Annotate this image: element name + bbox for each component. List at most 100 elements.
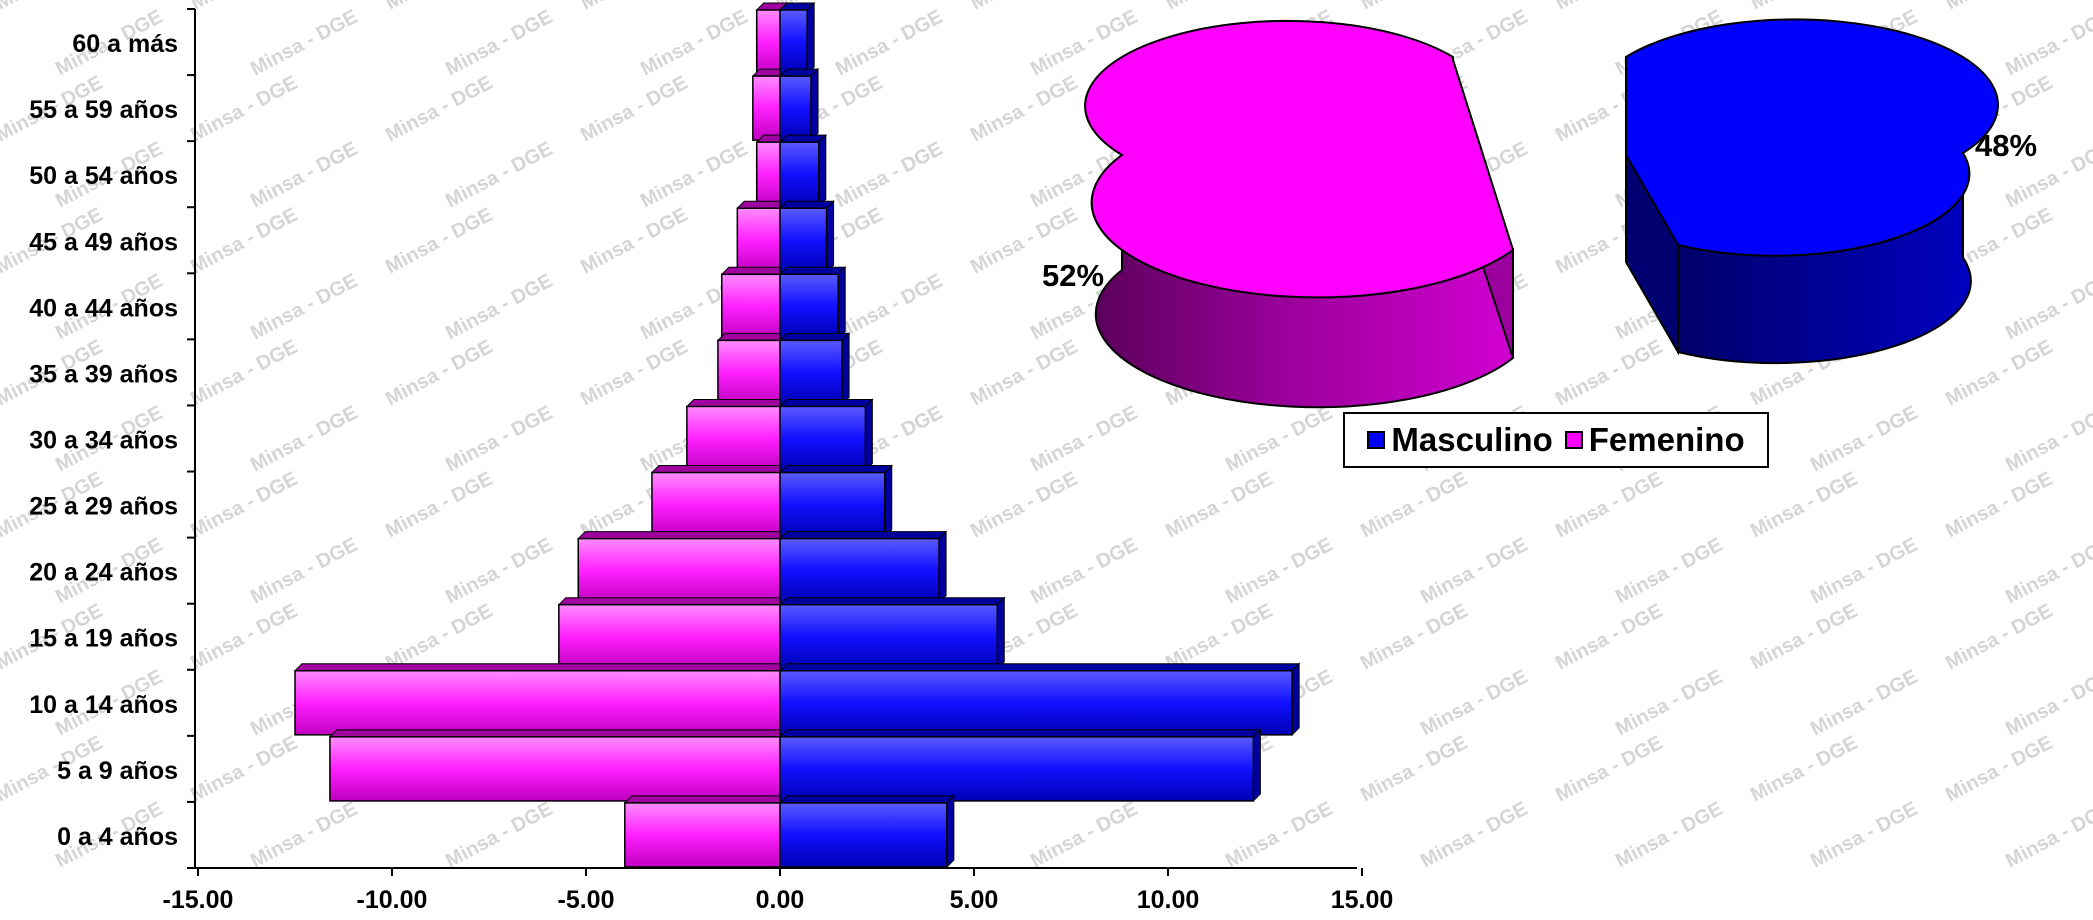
watermark-text: Minsa - DGE: [1357, 732, 1471, 807]
watermark-text: Minsa - DGE: [637, 138, 751, 213]
population-pyramid: 0 a 4 años 5 a 9 años 10 a 14 años 15 a 19 …: [29, 1, 1393, 914]
watermark-text: Minsa - DGE: [1552, 468, 1666, 543]
watermark-text: Minsa - DGE: [187, 468, 301, 543]
pie-label-femenino: 52%: [1042, 258, 1104, 293]
x-tick-label: -5.00: [558, 886, 615, 914]
pie-slice-femenino: [1084, 19, 1515, 299]
watermark-text: Minsa - DGE: [187, 600, 301, 675]
watermark-text: Minsa - DGE: [187, 732, 301, 807]
watermark-text: Minsa - DGE: [1612, 534, 1726, 609]
legend-swatch-femenino: [1564, 431, 1583, 449]
watermark-text: Minsa - DGE: [1357, 600, 1471, 675]
watermark-text: Minsa - DGE: [187, 0, 301, 14]
y-tick-label: 5 a 9 años: [57, 757, 178, 785]
y-tick-label: 60 a más: [72, 30, 178, 58]
watermark-text: Minsa - DGE: [832, 6, 946, 81]
watermark-text: Minsa - DGE: [442, 270, 556, 345]
bar-femenino: [577, 530, 789, 604]
y-tick-label: 10 a 14 años: [29, 691, 178, 719]
watermark-text: Minsa - DGE: [1747, 0, 1861, 14]
watermark-text: Minsa - DGE: [577, 204, 691, 279]
bar-femenino: [650, 464, 789, 538]
legend-item-masculino: Masculino: [1367, 421, 1553, 459]
watermark-text: Minsa - DGE: [2002, 6, 2093, 81]
legend-label-femenino: Femenino: [1588, 421, 1745, 458]
watermark-text: Minsa - DGE: [1552, 336, 1666, 411]
watermark-text: Minsa - DGE: [577, 336, 691, 411]
gender-pie: 48% 52%: [1042, 18, 2037, 409]
watermark-text: Minsa - DGE: [1222, 798, 1336, 873]
watermark-text: Minsa - DGE: [187, 72, 301, 147]
watermark-text: Minsa - DGE: [577, 72, 691, 147]
bar-masculino: [778, 464, 893, 538]
watermark-text: Minsa - DGE: [382, 72, 496, 147]
watermark-text: Minsa - DGE: [1942, 468, 2056, 543]
y-tick-label: 30 a 34 años: [29, 427, 178, 455]
y-tick-label: 0 a 4 años: [57, 823, 178, 851]
watermark-text: Minsa - DGE: [1357, 0, 1471, 14]
watermark-text: Minsa - DGE: [1027, 402, 1141, 477]
watermark-text: Minsa - DGE: [247, 270, 361, 345]
bar-masculino: [778, 530, 948, 604]
watermark-text: Minsa - DGE: [2002, 798, 2093, 873]
watermark-text: Minsa - DGE: [1807, 666, 1921, 741]
y-tick-label: 35 a 39 años: [29, 360, 178, 388]
watermark-text: Minsa - DGE: [1027, 534, 1141, 609]
watermark-text: Minsa - DGE: [1162, 600, 1276, 675]
watermark-text: Minsa - DGE: [382, 468, 496, 543]
watermark-text: Minsa - DGE: [2002, 402, 2093, 477]
y-tick-label: 50 a 54 años: [29, 162, 178, 190]
y-tick-label: 40 a 44 años: [29, 294, 178, 322]
watermark-text: Minsa - DGE: [1552, 0, 1666, 14]
y-tick-label: 55 a 59 años: [29, 96, 178, 124]
watermark-text: Minsa - DGE: [1552, 600, 1666, 675]
watermark-text: Minsa - DGE: [1417, 798, 1531, 873]
watermark-text: Minsa - DGE: [1807, 402, 1921, 477]
pie-slice-masculino: [1625, 18, 2000, 257]
x-tick-label: 5.00: [950, 886, 999, 914]
bar-masculino: [778, 67, 820, 142]
watermark-text: Minsa - DGE: [1942, 336, 2056, 411]
watermark-text: Minsa - DGE: [1162, 468, 1276, 543]
bar-femenino: [557, 596, 789, 670]
legend-item-femenino: Femenino: [1564, 421, 1745, 459]
watermark-text: Minsa - DGE: [2002, 534, 2093, 609]
watermark-text: Minsa - DGE: [442, 534, 556, 609]
bar-masculino: [778, 728, 1262, 803]
bar-femenino: [293, 662, 789, 737]
watermark-text: Minsa - DGE: [382, 0, 496, 14]
bar-masculino: [778, 794, 956, 869]
watermark-text: Minsa - DGE: [1222, 402, 1336, 477]
watermark-text: Minsa - DGE: [1942, 732, 2056, 807]
bar-masculino: [778, 398, 874, 472]
bar-masculino: [778, 1, 816, 76]
watermark-text: Minsa - DGE: [832, 138, 946, 213]
x-tick-label: 10.00: [1137, 886, 1200, 914]
watermark-text: Minsa - DGE: [1027, 798, 1141, 873]
y-tick-label: 45 a 49 años: [29, 228, 178, 256]
bar-masculino: [778, 133, 828, 208]
x-tick-label: -15.00: [163, 886, 234, 914]
watermark-text: Minsa - DGE: [967, 0, 1081, 14]
y-tick-label: 15 a 19 años: [29, 625, 178, 653]
watermark-text: Minsa - DGE: [442, 402, 556, 477]
watermark-text: Minsa - DGE: [967, 72, 1081, 147]
bar-masculino: [778, 266, 847, 340]
watermark-text: Minsa - DGE: [247, 402, 361, 477]
watermark-text: Minsa - DGE: [2002, 270, 2093, 345]
watermark-text: Minsa - DGE: [1807, 534, 1921, 609]
watermark-text: Minsa - DGE: [1747, 468, 1861, 543]
watermark-text: Minsa - DGE: [1417, 534, 1531, 609]
bar-femenino: [720, 266, 789, 340]
watermark-text: Minsa - DGE: [1942, 600, 2056, 675]
watermark-text: Minsa - DGE: [382, 204, 496, 279]
watermark-text: Minsa - DGE: [1417, 666, 1531, 741]
watermark-text: Minsa - DGE: [1222, 534, 1336, 609]
bar-femenino: [623, 794, 789, 869]
bar-masculino: [778, 200, 835, 274]
watermark-text: Minsa - DGE: [442, 798, 556, 873]
watermark-text: Minsa - DGE: [1612, 798, 1726, 873]
watermark-text: Minsa - DGE: [247, 534, 361, 609]
watermark-text: Minsa - DGE: [637, 6, 751, 81]
